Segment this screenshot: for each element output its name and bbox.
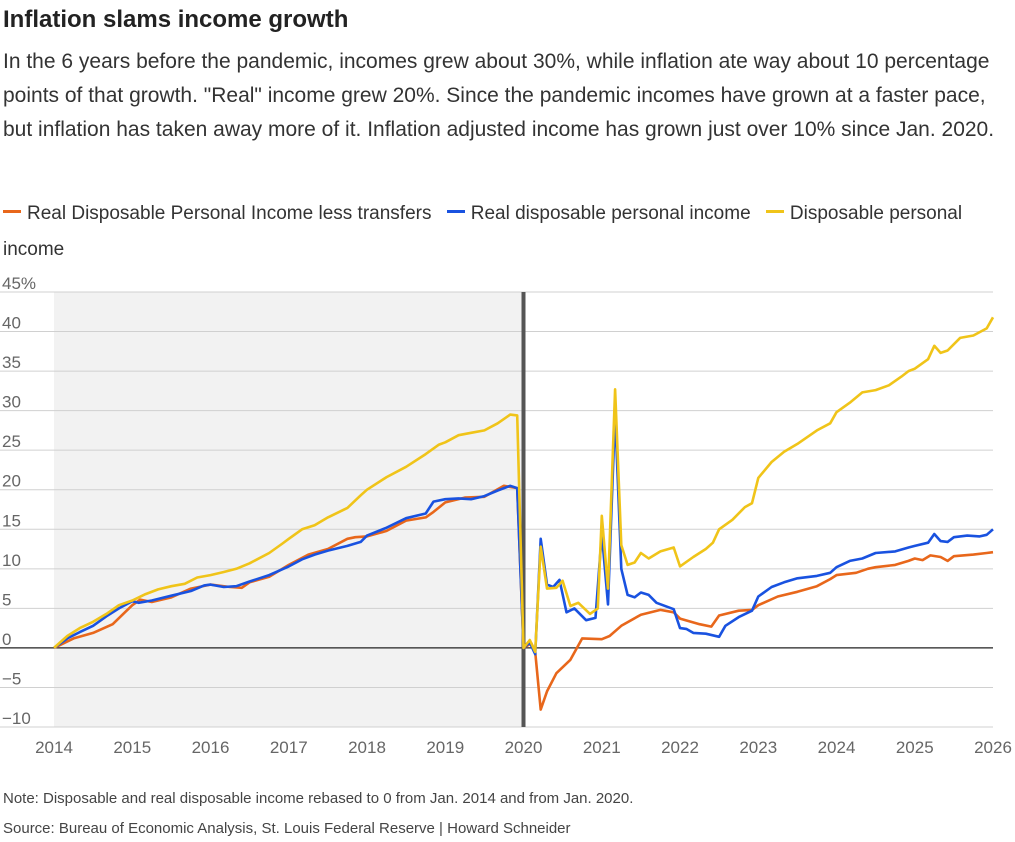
chart-subtitle: In the 6 years before the pandemic, inco…: [3, 50, 995, 141]
legend-swatch-yellow: [765, 210, 784, 214]
series-line-1: [53, 410, 994, 656]
shaded-region: [54, 292, 524, 727]
y-tick-label: −10: [2, 709, 31, 728]
x-tick-labels: 2014 2015 2016 2017 2018 2019 2020 2021 2022 2023…: [35, 738, 1012, 757]
legend-swatch-blue: [446, 210, 465, 214]
y-tick-label: 25: [2, 432, 21, 451]
y-tick-label: 15: [2, 511, 21, 530]
x-tick-label: 2026: [974, 738, 1012, 757]
pre-pandemic-shading: [54, 292, 524, 727]
x-tick-label: 2019: [426, 738, 464, 757]
y-tick-label: 30: [2, 393, 21, 412]
legend-item-disposable: Disposable personal income: [3, 203, 962, 260]
x-tick-label: 2017: [270, 738, 308, 757]
gridlines: [0, 291, 993, 728]
x-tick-label: 2021: [583, 738, 621, 757]
y-tick-label: 20: [2, 472, 21, 491]
legend-label: Real Disposable Personal Income less tra…: [27, 203, 432, 224]
x-tick-label: 2023: [739, 738, 777, 757]
y-tick-label: 40: [2, 314, 21, 333]
x-tick-label: 2014: [35, 738, 73, 757]
series-line-2: [53, 316, 995, 654]
legend-item-real-less-transfers: Real Disposable Personal Income less tra…: [3, 203, 431, 224]
legend: Real Disposable Personal Income less tra…: [3, 196, 1003, 268]
y-tick-label: 5: [2, 590, 11, 609]
y-tick-label: 0: [2, 630, 11, 649]
x-tick-label: 2015: [113, 738, 151, 757]
legend-item-real-disposable: Real disposable personal income: [446, 203, 751, 224]
chart-note: Note: Disposable and real disposable inc…: [3, 790, 634, 807]
legend-label: Disposable personal income: [3, 203, 963, 260]
series-lines: [53, 316, 995, 711]
y-tick-label: 35: [2, 353, 21, 372]
x-tick-label: 2022: [661, 738, 699, 757]
x-tick-label: 2018: [348, 738, 386, 757]
y-tick-label: 45%: [2, 274, 36, 293]
x-tick-label: 2025: [896, 738, 934, 757]
series-line-0: [53, 484, 994, 711]
legend-label: Real disposable personal income: [470, 203, 751, 224]
y-tick-label: −5: [2, 669, 21, 688]
x-tick-label: 2020: [505, 738, 543, 757]
x-tick-label: 2016: [192, 738, 230, 757]
x-tick-label: 2024: [818, 738, 856, 757]
y-tick-labels: 45% 40 35 30 25 20 15 10 5 0 −5 −10: [2, 274, 36, 728]
chart-source: Source: Bureau of Economic Analysis, St.…: [3, 820, 571, 837]
chart-title: Inflation slams income growth: [3, 6, 349, 33]
y-tick-label: 10: [2, 551, 21, 570]
legend-swatch-orange: [3, 210, 21, 214]
